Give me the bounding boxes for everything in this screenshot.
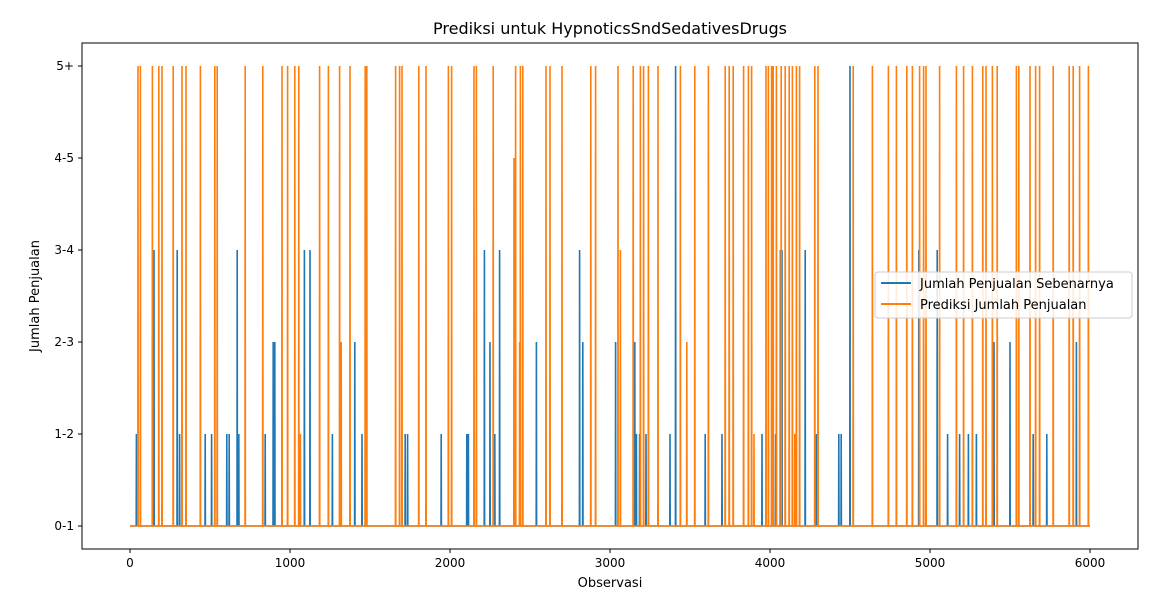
y-tick-label: 5+ bbox=[56, 59, 74, 73]
y-tick-label: 2-3 bbox=[54, 335, 74, 349]
x-tick-label: 3000 bbox=[595, 556, 626, 570]
x-axis-label: Observasi bbox=[578, 576, 643, 591]
chart-title: Prediksi untuk HypnoticsSndSedativesDrug… bbox=[433, 19, 787, 38]
x-tick-label: 4000 bbox=[755, 556, 786, 570]
y-axis: 0-1 1-2 2-3 3-4 4-5 5+ bbox=[54, 59, 82, 533]
x-tick-label: 5000 bbox=[915, 556, 946, 570]
y-axis-label: Jumlah Penjualan bbox=[28, 240, 43, 353]
x-tick-label: 1000 bbox=[275, 556, 306, 570]
y-tick-label: 4-5 bbox=[54, 151, 74, 165]
y-tick-label: 0-1 bbox=[54, 519, 74, 533]
legend-label-actual: Jumlah Penjualan Sebenarnya bbox=[919, 277, 1114, 292]
x-tick-label: 0 bbox=[126, 556, 134, 570]
x-tick-label: 6000 bbox=[1075, 556, 1106, 570]
x-axis: 0 1000 2000 3000 4000 5000 6000 bbox=[126, 549, 1105, 570]
y-tick-label: 1-2 bbox=[54, 427, 74, 441]
x-tick-label: 2000 bbox=[435, 556, 466, 570]
legend: Jumlah Penjualan Sebenarnya Prediksi Jum… bbox=[874, 271, 1133, 319]
plot-area bbox=[130, 65, 1090, 527]
y-tick-label: 3-4 bbox=[54, 243, 74, 257]
series-line-predicted bbox=[130, 65, 1090, 527]
legend-box bbox=[874, 271, 1133, 319]
legend-label-predicted: Prediksi Jumlah Penjualan bbox=[920, 298, 1087, 313]
